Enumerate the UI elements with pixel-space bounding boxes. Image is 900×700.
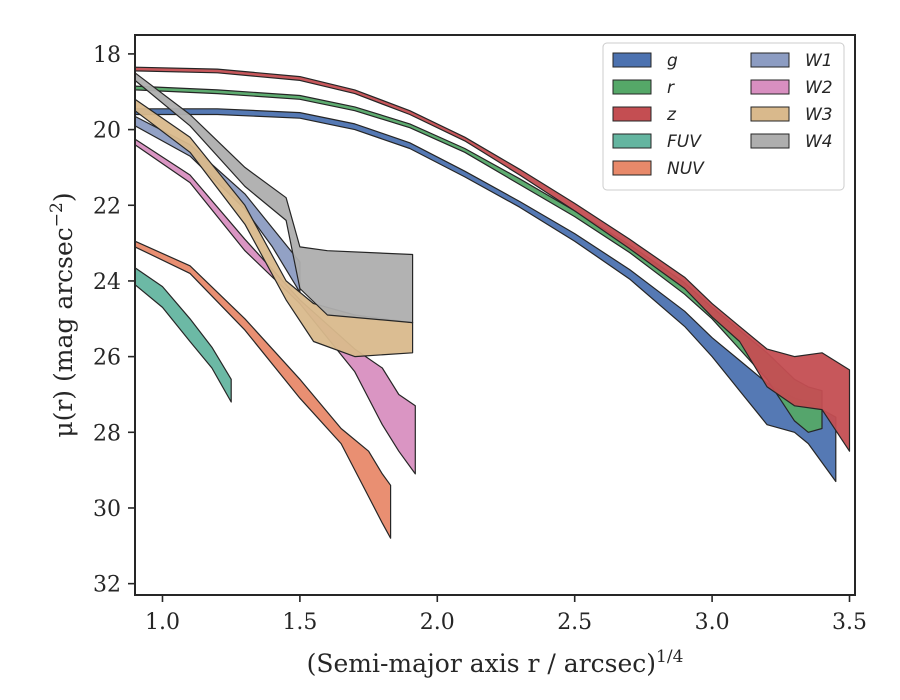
y-axis-label-exponent: −2 [47,202,67,227]
x-axis: 1.0 1.5 2.0 2.5 3.0 3.5 [145,595,867,635]
legend-label-g: g [667,51,678,71]
y-tick-label: 22 [93,194,121,219]
legend-label-nuv: NUV [667,159,705,179]
y-axis-label-close: ) [49,192,78,202]
x-axis-label-exponent: 1/4 [656,647,683,667]
legend-label-w1: W1 [805,51,833,71]
series-band-z [134,66,851,452]
y-tick-label: 28 [93,421,121,446]
y-axis: 18 20 22 24 26 28 30 32 [93,43,135,598]
x-tick-label: 2.0 [420,610,455,635]
legend-label-z: z [666,105,677,125]
x-tick-label: 3.5 [832,610,867,635]
x-axis-label: (Semi-major axis r / arcsec)1/4 [307,647,684,678]
x-tick-label: 2.5 [557,610,592,635]
y-tick-label: 32 [93,573,121,598]
legend-swatch-nuv [612,160,652,176]
series-band-w4 [134,72,414,324]
legend-swatch-g [612,52,652,68]
series-band-nuv [134,240,392,539]
x-tick-label: 1.5 [282,610,317,635]
y-tick-label: 24 [93,270,121,295]
x-tick-label: 3.0 [695,610,730,635]
legend: grz FUV NUV W1 W2 W3 W4 [602,42,845,191]
y-tick-label: 30 [93,497,121,522]
legend-swatch-r [612,79,652,95]
plot-frame [134,34,856,596]
legend-swatch-w4 [750,133,790,149]
legend-label-w3: W3 [805,105,833,125]
y-axis-label: μ(r) (mag arcsec−2) [47,192,78,437]
legend-swatch-w2 [750,79,790,95]
legend-label-w2: W2 [805,78,833,98]
series-band-w3 [134,98,414,358]
series-bands [134,66,851,539]
legend-swatch-w1 [750,52,790,68]
y-tick-label: 20 [93,119,121,144]
series-band-g [134,108,837,483]
legend-swatch-z [612,106,652,122]
legend-label-w4: W4 [805,132,833,152]
y-tick-label: 18 [93,43,121,68]
series-band-fuv [134,267,232,403]
legend-swatch-w3 [750,106,790,122]
legend-label-fuv: FUV [667,132,702,152]
y-tick-label: 26 [93,346,121,371]
legend-swatch-fuv [612,133,652,149]
series-band-r [134,85,823,433]
x-tick-label: 1.0 [145,610,180,635]
legend-label-r: r [667,78,675,98]
